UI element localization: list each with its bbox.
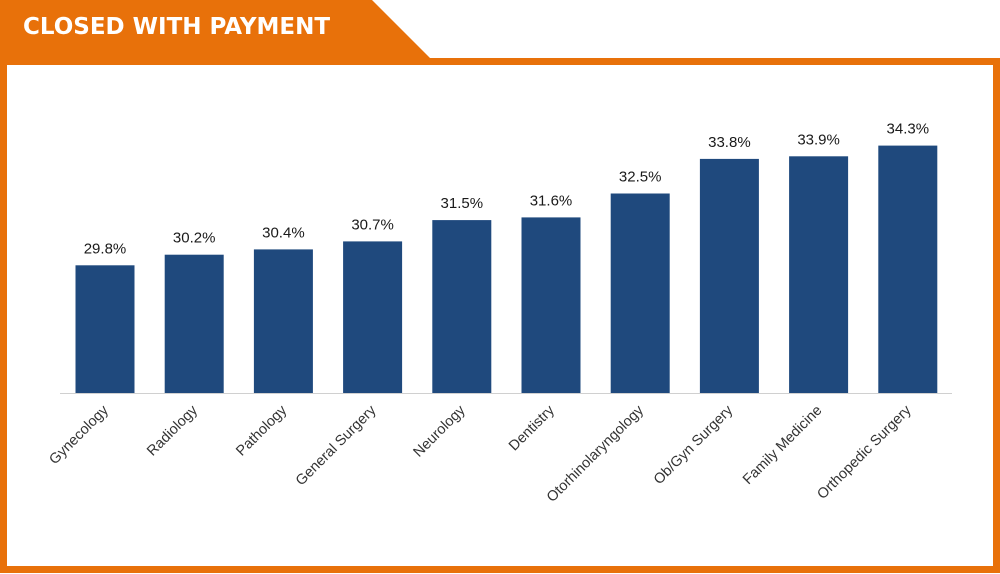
x-tick-label: Neurology [411,402,470,461]
x-tick-label: Ob/Gyn Surgery [651,402,737,488]
bar [521,217,581,393]
bar [878,145,938,393]
header-tab [0,0,432,60]
data-label: 34.3% [887,121,930,138]
data-label: 30.4% [262,224,305,241]
bar [75,265,135,393]
x-tick-label: Pathology [233,402,290,459]
bar [164,254,224,393]
bar [253,249,313,393]
x-tick-label: General Surgery [293,402,380,489]
bar [789,156,849,393]
data-label: 33.9% [797,131,840,148]
bar [343,241,403,393]
x-tick-label: Family Medicine [740,403,825,488]
x-tick-label: Radiology [144,402,201,459]
x-tick-label: Otorhinolaryngology [544,402,648,506]
bar [610,193,670,393]
bar [432,220,492,393]
x-tick-label: Dentistry [506,402,558,454]
frame-border [0,58,1000,573]
page-title: CLOSED WITH PAYMENT [23,14,331,40]
x-tick-label: Gynecology [46,402,112,468]
bars-group [75,145,938,393]
data-label: 31.6% [530,192,573,209]
data-label: 31.5% [441,195,484,212]
data-label: 32.5% [619,169,662,186]
x-tick-label: Orthopedic Surgery [814,402,915,503]
value-labels-group: 29.8% 30.2% 30.4% 30.7% 31.5% 31.6% 32.5% 33.8%… [84,121,929,258]
data-label: 29.8% [84,240,127,257]
data-label: 33.8% [708,134,751,151]
data-label: 30.2% [173,230,216,247]
category-labels-group: Gynecology Radiology Pathology General Surg… [46,402,915,506]
data-label: 30.7% [351,216,394,233]
bar [699,158,759,393]
